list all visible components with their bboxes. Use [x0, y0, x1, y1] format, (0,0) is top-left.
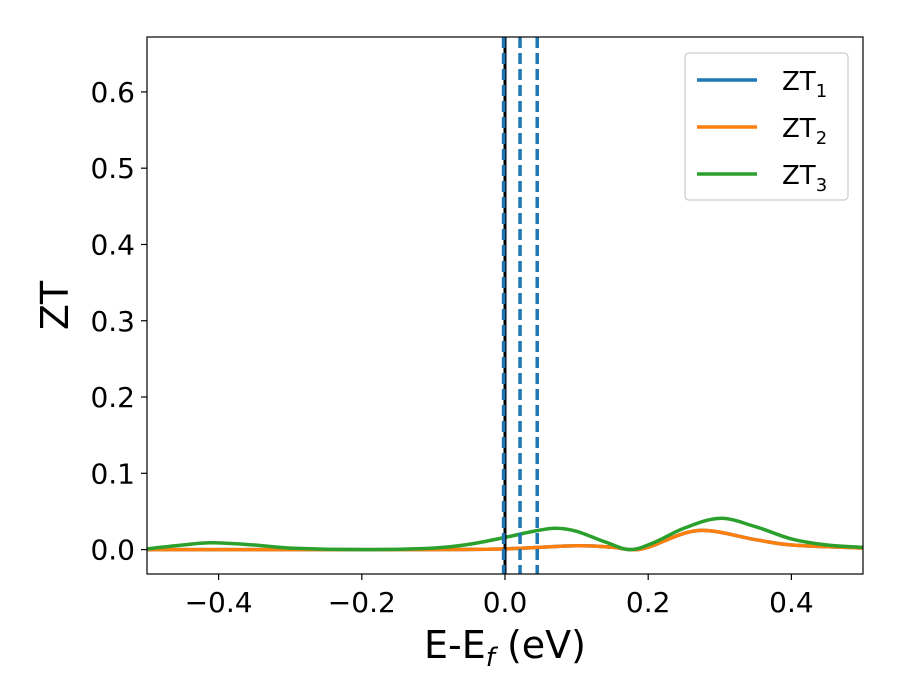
- x-axis-label-unit: (eV): [495, 623, 586, 667]
- legend-label-1: ZT1: [782, 67, 827, 102]
- y-tick-label: 0.1: [90, 457, 135, 490]
- y-tick-label: 0.6: [90, 76, 135, 109]
- y-tick-label: 0.0: [90, 534, 135, 567]
- legend: ZT1 ZT2 ZT3: [684, 52, 849, 201]
- x-axis-label: E-Ef (eV): [424, 623, 586, 673]
- legend-label-3: ZT3: [782, 161, 827, 196]
- x-tick-label: 0.0: [483, 586, 528, 619]
- x-axis-label-main: E-E: [424, 623, 486, 667]
- x-tick-label: 0.2: [626, 586, 671, 619]
- y-tick-label: 0.3: [90, 305, 135, 338]
- plot-area: [146, 36, 864, 575]
- y-tick-label: 0.5: [90, 152, 135, 185]
- legend-box: [684, 52, 849, 201]
- series-group: [147, 37, 863, 574]
- y-tick-label: 0.2: [90, 381, 135, 414]
- series-line-3: [147, 516, 863, 552]
- x-tick-label: −0.4: [185, 586, 253, 619]
- x-axis: −0.4 −0.2 0.0 0.2 0.4: [185, 574, 814, 619]
- x-tick-label: 0.4: [769, 586, 814, 619]
- y-axis: 0.0 0.1 0.2 0.3 0.4 0.5 0.6: [90, 76, 147, 567]
- y-tick-label: 0.4: [90, 228, 135, 261]
- x-tick-label: −0.2: [328, 586, 396, 619]
- y-axis-label: ZT: [33, 280, 77, 330]
- legend-label-2: ZT2: [782, 114, 827, 149]
